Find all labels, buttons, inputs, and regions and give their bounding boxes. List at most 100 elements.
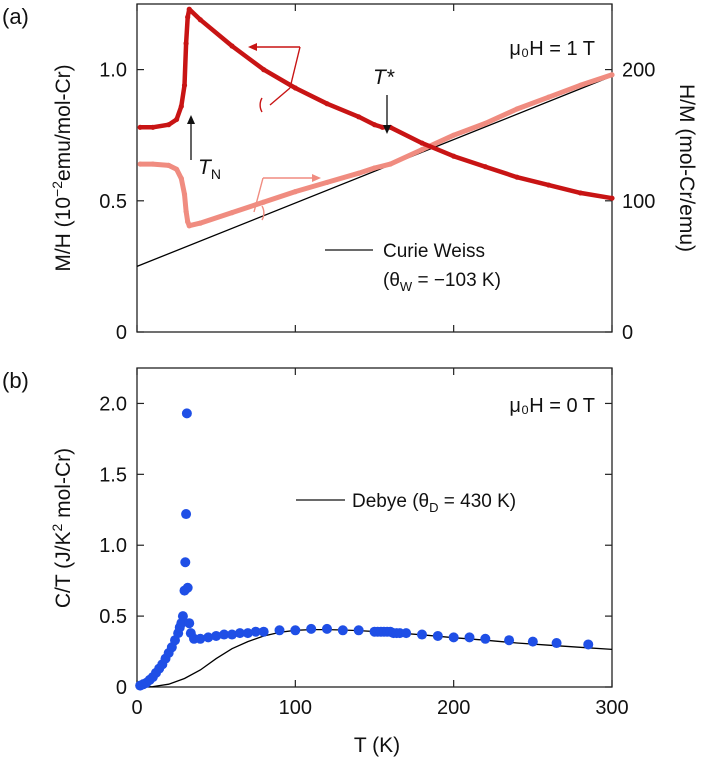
cp-point bbox=[353, 625, 364, 636]
hm-point bbox=[178, 175, 184, 182]
panel-a-y-tick-label-right: 100 bbox=[622, 191, 655, 213]
hm-point bbox=[514, 106, 520, 112]
curie-weiss-legend-label: Curie Weiss bbox=[383, 241, 485, 262]
hm-point bbox=[387, 161, 393, 167]
cp-point bbox=[417, 629, 427, 640]
cp-point bbox=[182, 582, 193, 593]
panel-a-y-tick-label-right: 0 bbox=[622, 322, 633, 344]
panel-b-ticks: 0 100 200 300 0 0.5 1.0 1.5 2.0 bbox=[99, 368, 629, 719]
hm-line bbox=[137, 72, 615, 229]
mh-point bbox=[150, 124, 156, 130]
panel-b-x-tick-label: 200 bbox=[437, 697, 470, 719]
cp-point bbox=[234, 628, 245, 639]
hm-axis-pointer bbox=[253, 174, 321, 221]
hm-point bbox=[166, 162, 172, 168]
mh-point bbox=[173, 116, 180, 123]
curie-weiss-fit-line bbox=[136, 75, 613, 268]
panel-b-y-tick-label: 1.0 bbox=[99, 535, 127, 557]
mh-series bbox=[137, 6, 615, 201]
cp-point bbox=[480, 633, 491, 644]
mh-point bbox=[166, 122, 172, 128]
cp-point bbox=[242, 628, 253, 639]
hm-point bbox=[451, 132, 457, 138]
mh-point bbox=[292, 85, 298, 91]
mh-point bbox=[197, 17, 203, 23]
mh-point bbox=[371, 122, 378, 128]
cp-point bbox=[504, 635, 515, 646]
hm-point bbox=[546, 94, 552, 100]
hm-point bbox=[181, 191, 188, 197]
panel-b-ylabel: C/T (J/K2 mol-Cr) bbox=[49, 448, 75, 608]
hm-point bbox=[577, 82, 583, 88]
panel-a-ylabel-right: H/M (mol-Cr/emu) bbox=[675, 84, 698, 252]
curie-weiss-legend-theta: (θW = −103 K) bbox=[383, 270, 501, 294]
mh-point bbox=[546, 182, 552, 188]
debye-legend-label: Debye (θD = 430 K) bbox=[352, 491, 516, 515]
tn-label: TN bbox=[198, 156, 221, 182]
panel-b-y-tick-label: 0 bbox=[116, 677, 127, 699]
hm-point bbox=[229, 210, 235, 216]
panel-b: (b) μ₀H = 0 T C/T (J/K2 mol-Cr) 0 100 200 3… bbox=[2, 367, 629, 757]
cp-point bbox=[464, 632, 475, 643]
cp-point bbox=[195, 633, 206, 644]
cp-point bbox=[432, 630, 443, 641]
cp-point bbox=[337, 625, 348, 636]
hm-point bbox=[324, 179, 330, 186]
mh-point bbox=[185, 14, 191, 20]
tn-arrow-head bbox=[187, 115, 195, 124]
hm-point bbox=[371, 165, 378, 171]
panel-a-frame bbox=[136, 3, 613, 333]
hm-point bbox=[150, 161, 156, 167]
cp-point bbox=[219, 629, 230, 640]
cp-point bbox=[401, 628, 412, 639]
cp-point bbox=[180, 557, 191, 568]
panel-a-ylabel-left: M/H (10−2emu/mol-Cr) bbox=[49, 64, 75, 271]
cp-point bbox=[583, 639, 594, 650]
x-axis-label: T (K) bbox=[354, 734, 400, 757]
mh-point bbox=[356, 114, 362, 120]
mh-point bbox=[609, 195, 615, 201]
cp-point bbox=[290, 625, 301, 636]
tstar-arrow-head bbox=[383, 125, 391, 134]
hm-point bbox=[609, 72, 615, 78]
panel-b-y-tick-label: 0.5 bbox=[99, 606, 127, 628]
panel-a: (a) μ₀H = 1 T M/H (10−2emu/mol-Cr) H/M (… bbox=[2, 3, 698, 344]
cp-point bbox=[527, 636, 538, 647]
cp-point bbox=[177, 611, 188, 622]
cp-point bbox=[306, 623, 317, 634]
hm-point bbox=[292, 189, 298, 195]
panel-b-x-tick-label: 100 bbox=[279, 697, 312, 719]
cp-point bbox=[250, 626, 261, 637]
cp-point bbox=[181, 509, 192, 520]
cp-point bbox=[184, 618, 195, 629]
panel-b-frame bbox=[136, 367, 613, 688]
mh-point bbox=[261, 67, 267, 73]
panel-a-field-label: μ₀H = 1 T bbox=[509, 38, 595, 60]
mh-point bbox=[181, 82, 188, 88]
panel-a-y-tick-label-left: 0.5 bbox=[99, 191, 127, 213]
panel-b-field-label: μ₀H = 0 T bbox=[509, 395, 595, 417]
mh-point bbox=[186, 6, 192, 12]
panel-a-y-tick-label-right: 200 bbox=[622, 60, 655, 82]
cp-point bbox=[181, 408, 192, 419]
hm-point bbox=[482, 120, 488, 126]
hm-point bbox=[261, 199, 267, 205]
cp-point bbox=[203, 632, 214, 643]
panel-b-x-tick-label: 300 bbox=[595, 697, 628, 719]
curie-weiss-line bbox=[136, 75, 613, 268]
cp-point bbox=[211, 630, 222, 641]
hm-series bbox=[137, 72, 615, 229]
hm-point bbox=[183, 208, 189, 214]
panel-a-y-tick-label-left: 1.0 bbox=[99, 60, 127, 82]
hm-point bbox=[185, 219, 191, 225]
hm-point bbox=[186, 223, 192, 229]
cp-point bbox=[274, 625, 285, 636]
panel-a-ticks: 0 0.5 1.0 0 100 200 bbox=[99, 4, 655, 344]
mh-point bbox=[324, 101, 330, 107]
hm-point bbox=[356, 170, 362, 176]
cp-point bbox=[258, 626, 269, 637]
mh-axis-pointer bbox=[248, 43, 301, 113]
panel-a-label: (a) bbox=[2, 4, 29, 29]
cp-point bbox=[227, 629, 237, 640]
hm-point bbox=[137, 161, 143, 167]
